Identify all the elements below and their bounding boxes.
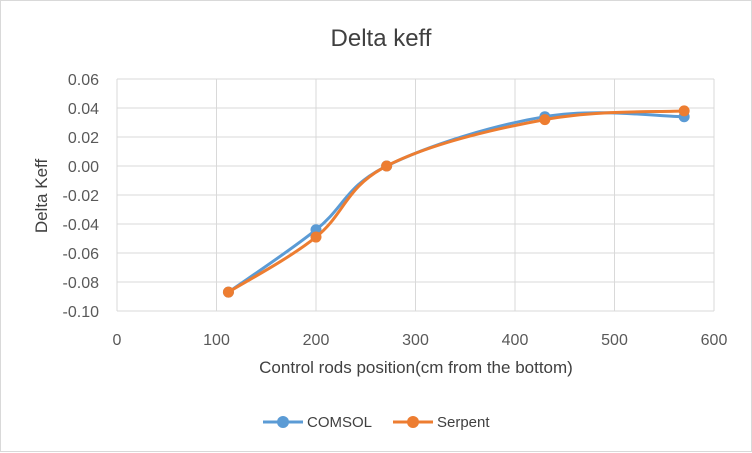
- series-line: [226, 109, 686, 294]
- x-axis-ticks: 0 100 200 300 400 500 600: [113, 332, 728, 349]
- x-tick-label: 500: [601, 332, 628, 349]
- x-axis-label: Control rods position(cm from the bottom…: [259, 358, 573, 377]
- y-tick-label: -0.02: [63, 188, 100, 205]
- y-tick-label: 0.06: [68, 72, 99, 89]
- legend-item-serpent: Serpent: [393, 414, 490, 431]
- series-serpent: [222, 105, 690, 298]
- y-tick-label: -0.10: [63, 304, 100, 321]
- data-point: [310, 231, 322, 243]
- legend-marker: [277, 416, 289, 428]
- x-tick-label: 400: [502, 332, 529, 349]
- y-tick-label: 0.02: [68, 130, 99, 147]
- y-tick-label: -0.04: [63, 217, 100, 234]
- y-tick-label: 0.04: [68, 101, 99, 118]
- legend-item-comsol: COMSOL: [263, 414, 372, 431]
- x-tick-label: 600: [701, 332, 728, 349]
- series-lines: [222, 105, 690, 298]
- y-axis-ticks: 0.06 0.04 0.02 0.00 -0.02 -0.04 -0.06 -0.08 -0.1…: [63, 72, 100, 321]
- data-point: [539, 114, 551, 126]
- data-point: [678, 105, 690, 117]
- legend-label: COMSOL: [307, 414, 372, 431]
- y-axis-label: Delta Keff: [32, 159, 51, 234]
- legend: COMSOL Serpent: [263, 414, 490, 431]
- gridlines: [116, 78, 715, 312]
- x-tick-label: 100: [203, 332, 230, 349]
- x-tick-label: 0: [113, 332, 122, 349]
- data-point: [381, 160, 393, 172]
- y-tick-label: -0.06: [63, 246, 100, 263]
- legend-marker: [407, 416, 419, 428]
- x-tick-label: 300: [402, 332, 429, 349]
- y-tick-label: -0.08: [63, 275, 100, 292]
- y-tick-label: 0.00: [68, 159, 99, 176]
- x-tick-label: 200: [303, 332, 330, 349]
- chart-title: Delta keff: [331, 25, 432, 52]
- legend-label: Serpent: [437, 414, 490, 431]
- data-point: [222, 286, 234, 298]
